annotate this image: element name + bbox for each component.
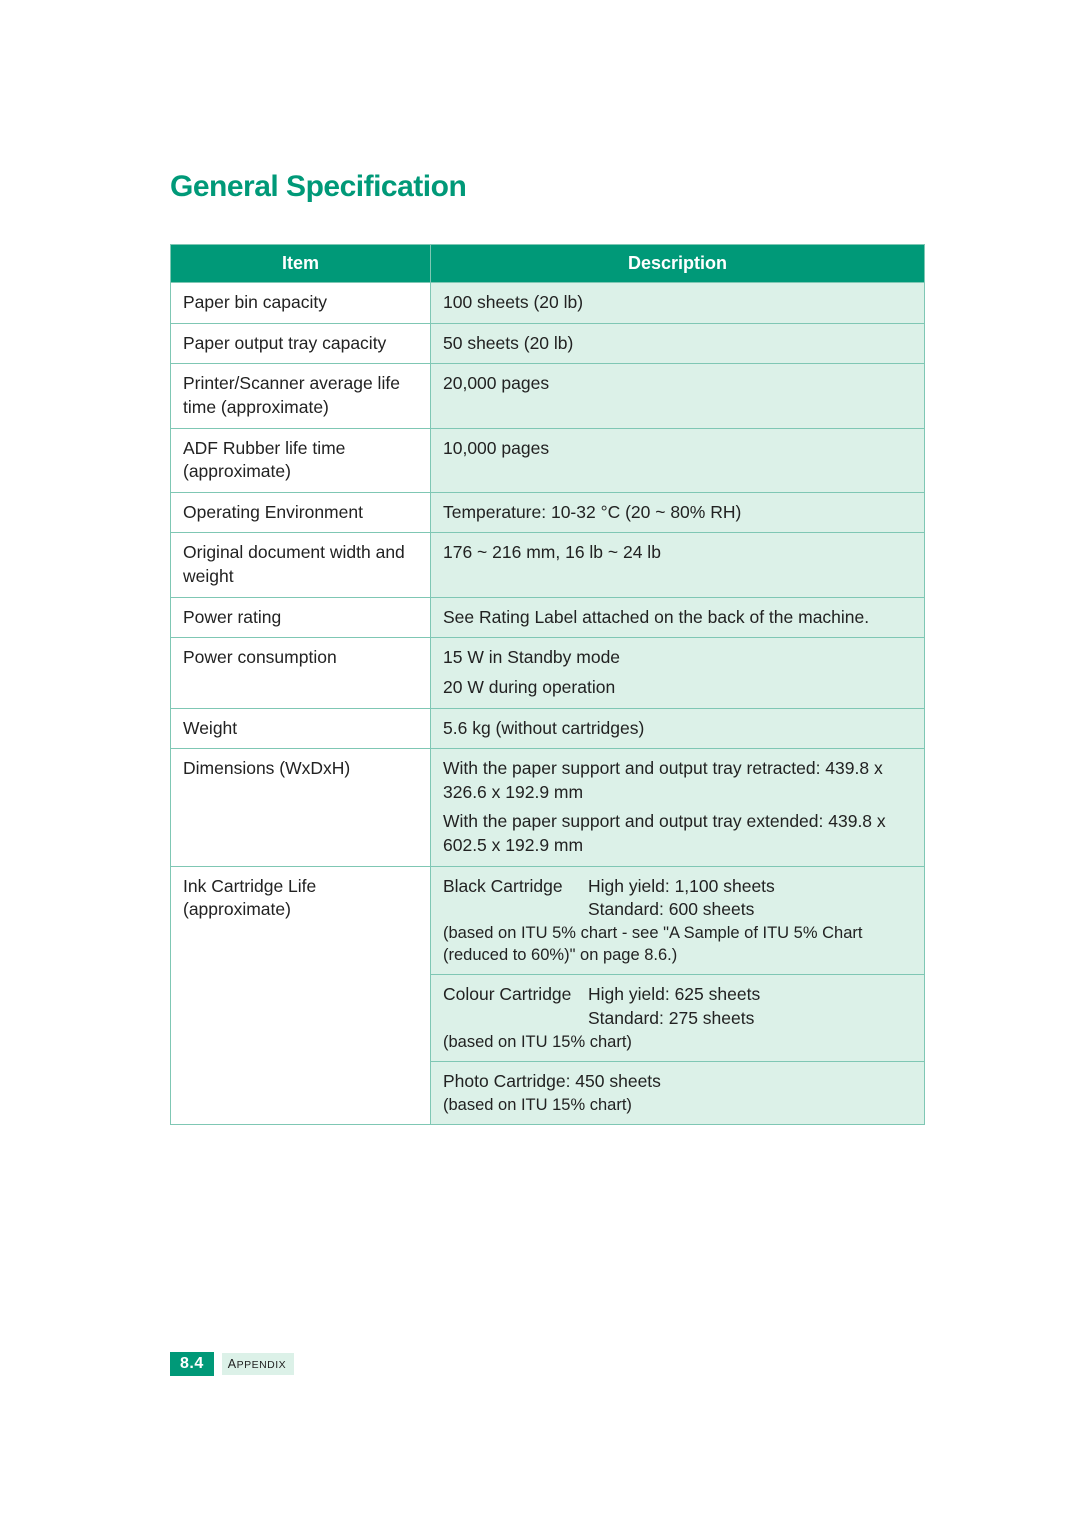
ink-label: Black Cartridge: [443, 875, 588, 899]
section-first-letter: A: [228, 1357, 237, 1371]
cell-desc: See Rating Label attached on the back of…: [431, 597, 925, 638]
cell-item: Operating Environment: [171, 492, 431, 533]
desc-line: See Rating Label attached on the back of…: [443, 606, 912, 630]
desc-line: 100 sheets (20 lb): [443, 291, 912, 315]
cell-desc: Temperature: 10-32 °C (20 ~ 80% RH): [431, 492, 925, 533]
ink-note: (based on ITU 5% chart - see "A Sample o…: [443, 922, 912, 967]
cell-desc: With the paper support and output tray r…: [431, 749, 925, 867]
item-text-line: Ink Cartridge Life: [183, 875, 418, 899]
desc-line: 176 ~ 216 mm, 16 lb ~ 24 lb: [443, 541, 912, 565]
cell-item: Printer/Scanner average life time (appro…: [171, 364, 431, 428]
ink-std: Standard: 600 sheets: [588, 898, 912, 922]
desc-line: 50 sheets (20 lb): [443, 332, 912, 356]
cell-item: Power consumption: [171, 638, 431, 708]
cell-item: Power rating: [171, 597, 431, 638]
table-row: Printer/Scanner average life time (appro…: [171, 364, 925, 428]
table-row: Ink Cartridge Life (approximate) Black C…: [171, 866, 925, 975]
table-row: Power rating See Rating Label attached on…: [171, 597, 925, 638]
col-header-desc: Description: [431, 245, 925, 283]
section-label: APPENDIX: [222, 1353, 294, 1375]
table-row: ADF Rubber life time (approximate) 10,000…: [171, 428, 925, 492]
col-header-item: Item: [171, 245, 431, 283]
desc-line: 10,000 pages: [443, 437, 912, 461]
table-row: Paper output tray capacity 50 sheets (20 …: [171, 323, 925, 364]
cell-desc: 15 W in Standby mode 20 W during operatio…: [431, 638, 925, 708]
desc-line: 15 W in Standby mode: [443, 646, 912, 670]
cell-item: ADF Rubber life time (approximate): [171, 428, 431, 492]
ink-photo: Photo Cartridge: 450 sheets: [443, 1070, 912, 1094]
cell-desc: Photo Cartridge: 450 sheets (based on IT…: [431, 1061, 925, 1124]
desc-line: With the paper support and output tray r…: [443, 757, 912, 804]
cell-desc: Black Cartridge High yield: 1,100 sheets…: [431, 866, 925, 975]
page-number: 8.4: [170, 1352, 214, 1376]
ink-high: High yield: 625 sheets: [588, 983, 912, 1007]
ink-std: Standard: 275 sheets: [588, 1007, 912, 1031]
table-row: Paper bin capacity 100 sheets (20 lb): [171, 283, 925, 324]
ink-label: Colour Cartridge: [443, 983, 588, 1007]
table-row: Weight 5.6 kg (without cartridges): [171, 708, 925, 749]
cell-item: Paper output tray capacity: [171, 323, 431, 364]
ink-note: (based on ITU 15% chart): [443, 1094, 912, 1116]
ink-high: High yield: 1,100 sheets: [588, 875, 912, 899]
desc-line: Temperature: 10-32 °C (20 ~ 80% RH): [443, 501, 912, 525]
ink-note: (based on ITU 15% chart): [443, 1031, 912, 1053]
cell-item: Weight: [171, 708, 431, 749]
table-row: Dimensions (WxDxH) With the paper support…: [171, 749, 925, 867]
table-row: Original document width and weight 176 ~ …: [171, 533, 925, 597]
desc-line: 20 W during operation: [443, 676, 912, 700]
page-title: General Specification: [170, 170, 925, 204]
cell-item: Paper bin capacity: [171, 283, 431, 324]
table-header-row: Item Description: [171, 245, 925, 283]
cell-item: Dimensions (WxDxH): [171, 749, 431, 867]
cell-desc: Colour Cartridge High yield: 625 sheets …: [431, 975, 925, 1062]
section-rest: PPENDIX: [237, 1359, 287, 1371]
desc-line: 5.6 kg (without cartridges): [443, 717, 912, 741]
table-row: Operating Environment Temperature: 10-32 …: [171, 492, 925, 533]
spec-table: Item Description Paper bin capacity 100 s…: [170, 244, 925, 1125]
cell-desc: 50 sheets (20 lb): [431, 323, 925, 364]
cell-item: Ink Cartridge Life (approximate): [171, 866, 431, 1124]
cell-item: Original document width and weight: [171, 533, 431, 597]
cell-desc: 5.6 kg (without cartridges): [431, 708, 925, 749]
cell-desc: 176 ~ 216 mm, 16 lb ~ 24 lb: [431, 533, 925, 597]
cell-desc: 100 sheets (20 lb): [431, 283, 925, 324]
desc-line: With the paper support and output tray e…: [443, 810, 912, 857]
item-text-line: (approximate): [183, 898, 418, 922]
page: General Specification Item Description P…: [0, 0, 1080, 1528]
table-row: Power consumption 15 W in Standby mode 20 …: [171, 638, 925, 708]
cell-desc: 20,000 pages: [431, 364, 925, 428]
desc-line: 20,000 pages: [443, 372, 912, 396]
page-footer: 8.4 APPENDIX: [170, 1352, 294, 1376]
cell-desc: 10,000 pages: [431, 428, 925, 492]
